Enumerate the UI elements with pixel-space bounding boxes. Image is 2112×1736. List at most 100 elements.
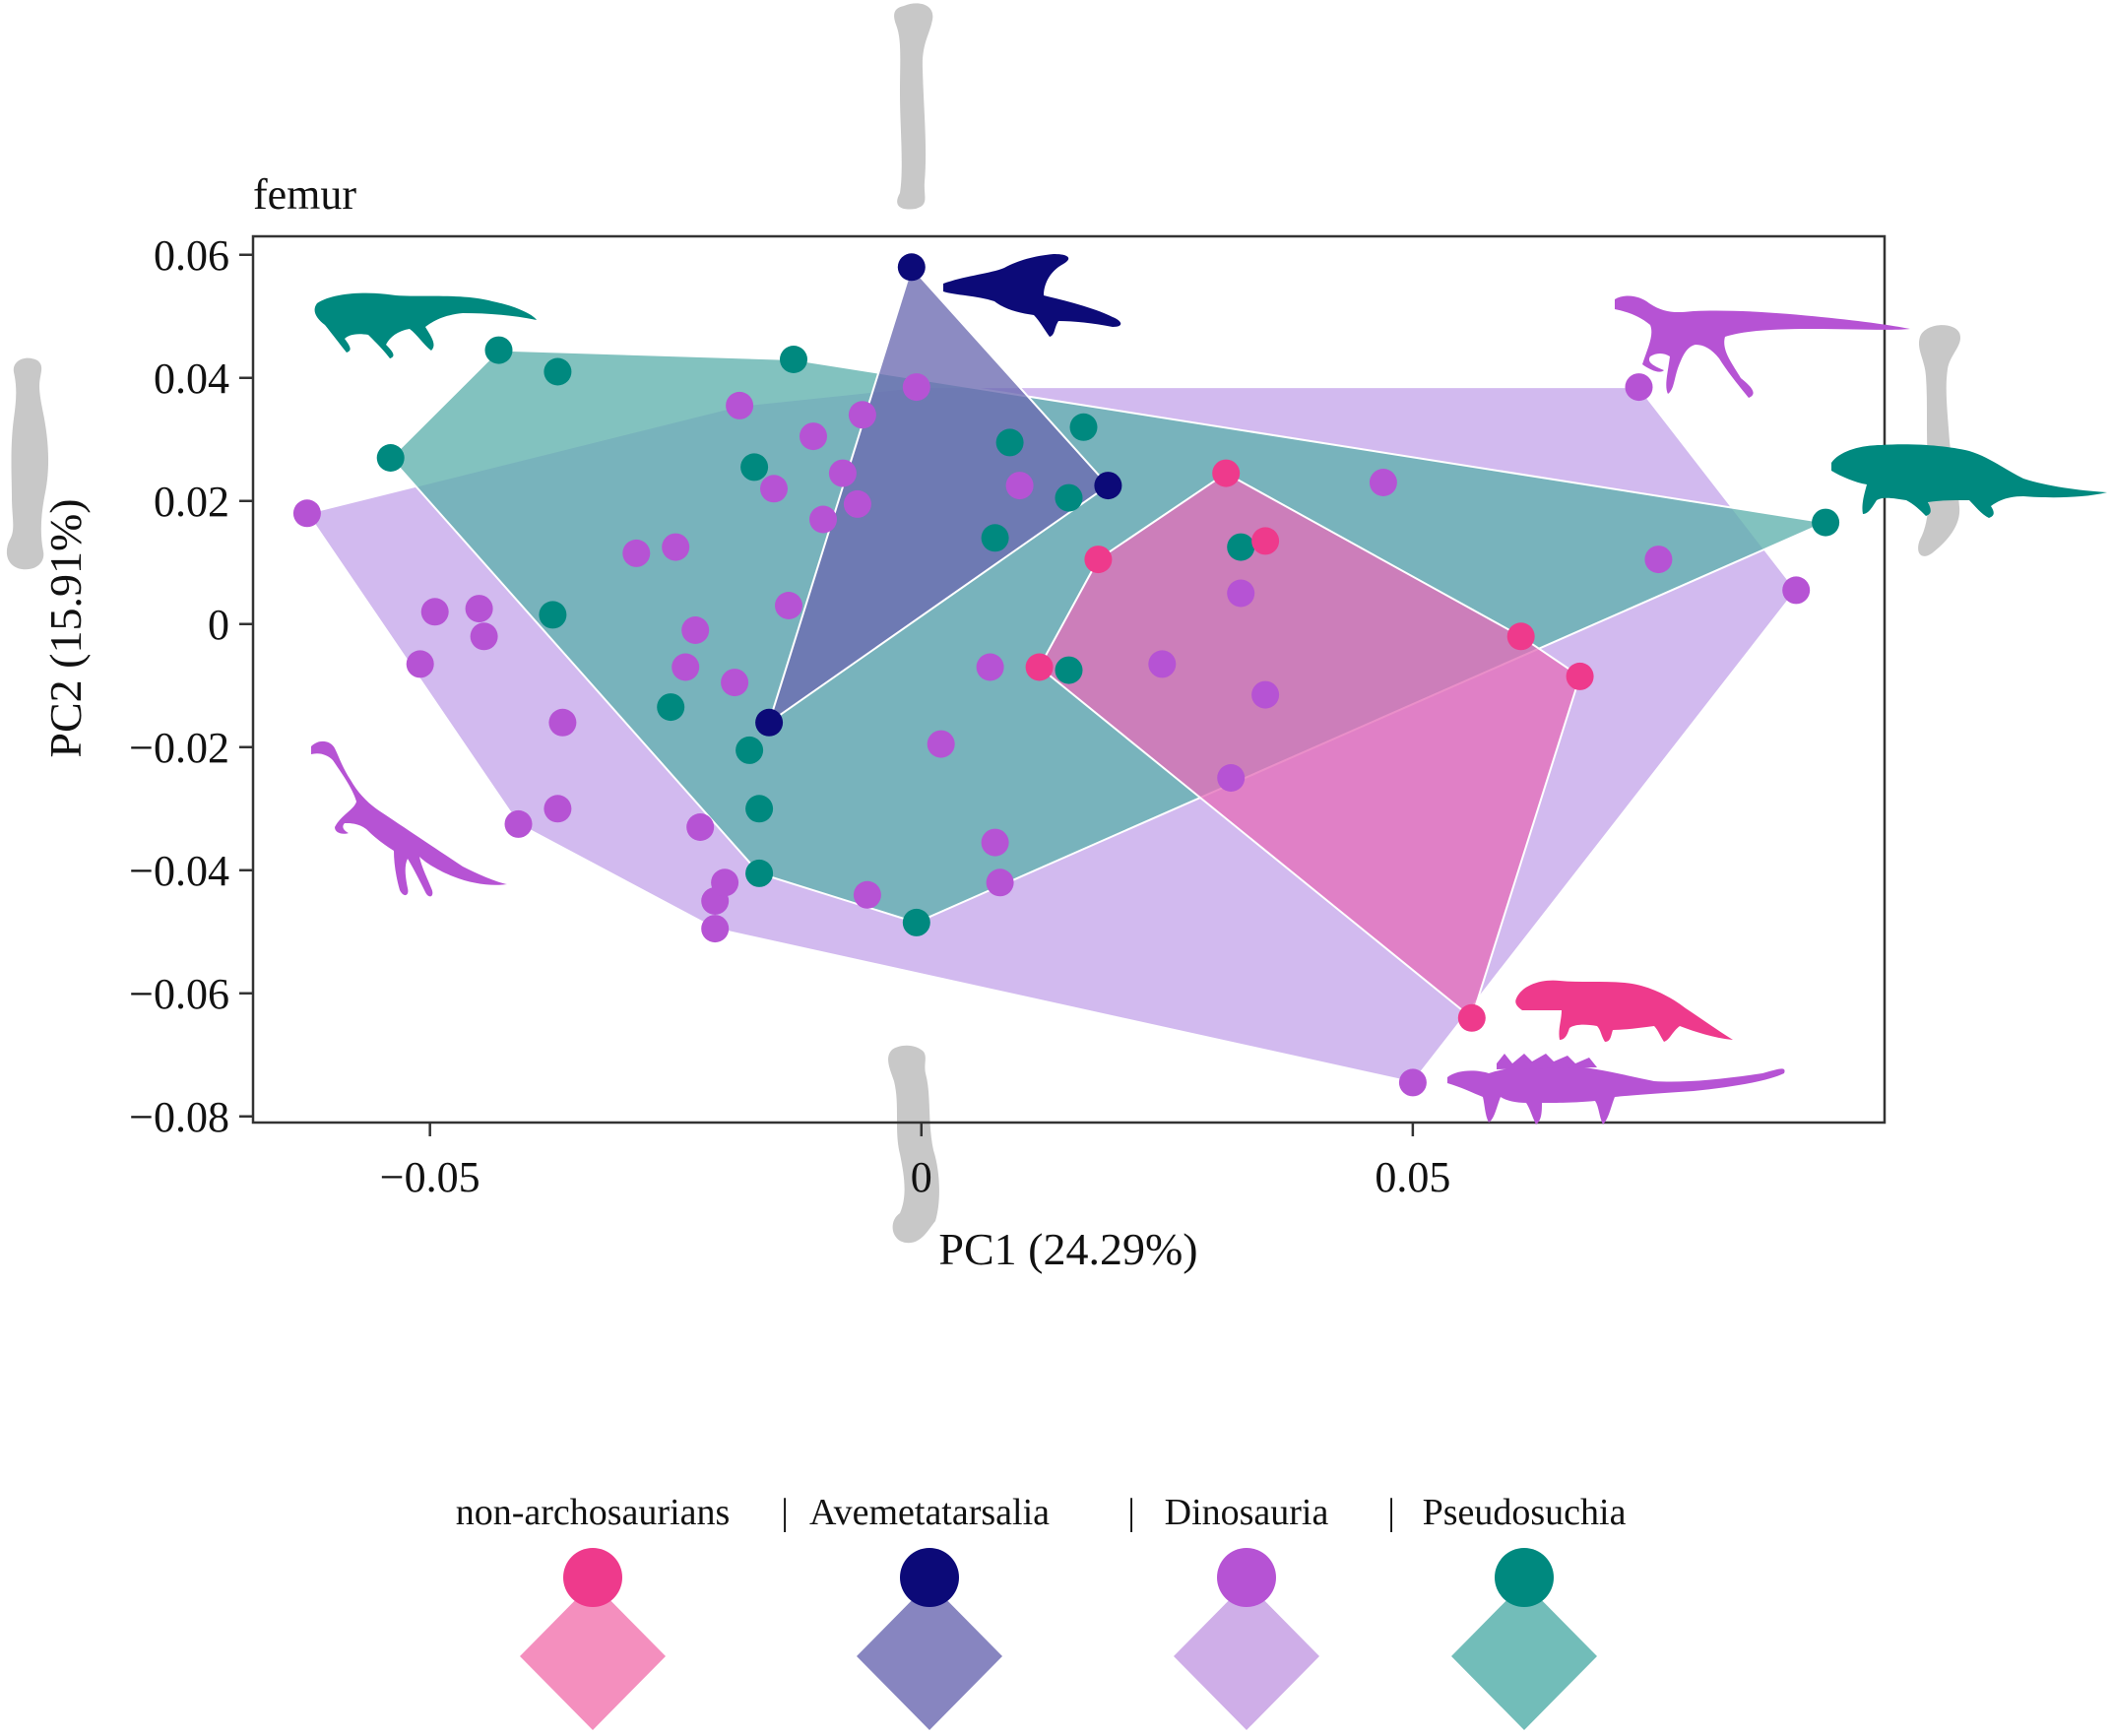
data-point [657, 693, 685, 722]
silhouettes [311, 254, 2107, 1125]
legend-item-dinosauria: Dinosauria [1165, 1492, 1328, 1730]
points-dinosauria [292, 373, 1811, 1097]
legend-item-avemetatarsalia: Avemetatarsalia [809, 1492, 1050, 1730]
data-point [1369, 469, 1397, 496]
x-tick-label: −0.05 [380, 1153, 480, 1201]
pseudosuchian-right-silhouette [1831, 444, 2107, 518]
data-point [736, 736, 764, 764]
femur-right-icon [1918, 325, 1961, 556]
data-point [1227, 533, 1255, 561]
legend-point-swatch [1495, 1548, 1554, 1607]
data-point [1094, 472, 1122, 500]
y-tick-label: −0.08 [129, 1093, 229, 1141]
data-point [376, 444, 405, 472]
data-point [686, 813, 715, 841]
data-point [775, 592, 802, 619]
legend: non-archosaurians Avemetatarsalia Dinosaur… [456, 1492, 1627, 1730]
legend-point-swatch [563, 1548, 622, 1607]
data-point [484, 336, 513, 364]
data-point [420, 598, 449, 626]
y-axis-label: PC2 (15.91%) [40, 498, 91, 757]
data-point [470, 622, 498, 651]
points-pseudosuchia [376, 336, 1840, 936]
chart-title: femur [253, 170, 356, 219]
data-point [809, 505, 837, 534]
data-point [897, 253, 926, 282]
data-point [1398, 1068, 1427, 1097]
data-point [701, 915, 730, 943]
x-tick-label: 0.05 [1375, 1153, 1450, 1201]
x-axis-label: PC1 (24.29%) [938, 1224, 1197, 1274]
data-point [504, 809, 533, 838]
data-point [755, 708, 784, 737]
legend-point-swatch [1217, 1548, 1276, 1607]
legend-item-pseudosuchia: Pseudosuchia [1423, 1492, 1627, 1730]
data-point [672, 653, 700, 681]
y-tick-label: 0 [208, 601, 229, 649]
data-point [780, 346, 807, 373]
data-point [981, 524, 1009, 552]
x-axis: −0.05 0 0.05 [380, 1123, 1450, 1201]
data-point [800, 422, 827, 451]
data-point [853, 880, 881, 909]
data-point [986, 868, 1014, 897]
data-point [1055, 656, 1083, 684]
data-point [828, 459, 857, 487]
data-point [1251, 527, 1280, 555]
data-point [745, 859, 774, 887]
data-point [1506, 622, 1535, 651]
data-point [544, 795, 572, 823]
pterosaur-silhouette [943, 254, 1121, 337]
data-point [1212, 459, 1241, 487]
data-point [740, 453, 769, 482]
data-point [406, 650, 434, 678]
data-point [539, 601, 567, 629]
data-point [544, 357, 572, 386]
data-point [843, 489, 871, 518]
y-tick-label: 0.06 [154, 231, 229, 280]
points-avemetatarsalia [755, 253, 1122, 737]
legend-label: non-archosaurians [456, 1492, 731, 1533]
data-point [1812, 508, 1840, 537]
data-point [548, 708, 577, 737]
data-point [1782, 576, 1811, 605]
data-point [981, 828, 1009, 857]
data-point [726, 391, 754, 419]
data-point [976, 653, 1004, 681]
data-point [622, 539, 651, 567]
y-tick-label: −0.02 [129, 724, 229, 772]
data-point [1069, 413, 1098, 441]
data-point [1457, 1003, 1486, 1032]
data-point [1566, 662, 1594, 690]
data-point [662, 533, 690, 561]
data-point [1251, 680, 1280, 709]
data-point [721, 669, 749, 697]
legend-hull-swatch [1451, 1582, 1597, 1730]
data-point [902, 373, 930, 402]
legend-separator: | [1127, 1492, 1135, 1533]
data-point [745, 795, 774, 823]
ankylosaur-silhouette [1447, 1054, 1785, 1125]
y-tick-label: 0.02 [154, 478, 229, 526]
y-axis: 0.06 0.04 0.02 0 −0.02 −0.04 −0.06 −0.08 [129, 231, 253, 1141]
pseudosuchian-top-left-silhouette [314, 292, 537, 358]
convex-hulls [305, 265, 1829, 1084]
plot-frame [251, 234, 1887, 1125]
data-point [711, 868, 739, 897]
data-point [465, 595, 493, 623]
legend-label: Pseudosuchia [1423, 1492, 1627, 1533]
data-point [1644, 546, 1673, 574]
data-point [1227, 579, 1255, 608]
data-point [1025, 653, 1054, 681]
data-point [927, 730, 955, 758]
y-tick-label: 0.04 [154, 354, 229, 403]
legend-hull-swatch [1174, 1582, 1319, 1730]
non-archosaur-silhouette [1515, 980, 1733, 1042]
x-tick-label: 0 [911, 1153, 932, 1201]
data-point [1217, 764, 1246, 792]
sauropodomorph-silhouette [311, 740, 507, 897]
data-point [1148, 650, 1177, 678]
theropod-silhouette [1615, 295, 1910, 398]
legend-separator: | [1387, 1492, 1395, 1533]
y-tick-label: −0.06 [129, 970, 229, 1018]
